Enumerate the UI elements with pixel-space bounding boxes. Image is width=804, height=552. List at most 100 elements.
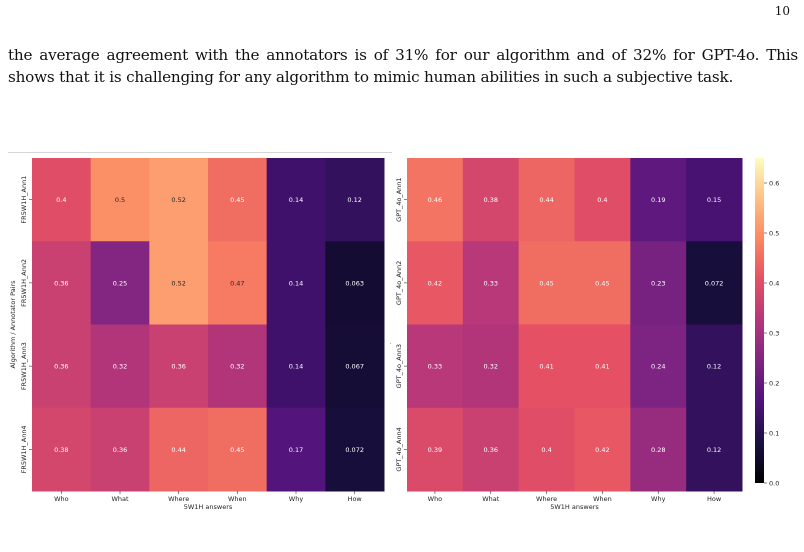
heatmap-cell (90, 407, 150, 492)
heatmap-cell (266, 407, 326, 492)
cell-value-label: 0.12 (347, 196, 361, 204)
cell-value-label: 0.44 (171, 446, 185, 454)
cell-value-label: 0.52 (171, 196, 185, 204)
heatmap-cell (90, 241, 150, 325)
colorbar (755, 158, 764, 483)
cell-value-label: 0.063 (345, 279, 364, 287)
heatmap-cell (686, 324, 743, 409)
heatmap-cell (686, 241, 743, 325)
heatmap-cell (90, 158, 150, 242)
cell-value-label: 0.12 (707, 363, 721, 371)
cell-value-label: 0.12 (707, 446, 721, 454)
heatmap-cell (32, 324, 92, 409)
heatmap-cell (149, 241, 209, 325)
colorbar-tick-label: 0.0 (769, 479, 779, 487)
heatmap-cell (518, 407, 575, 492)
heatmap-cell (574, 407, 631, 492)
heatmap-cell (630, 324, 687, 409)
x-tick-label: Where (536, 495, 557, 503)
heatmap-cell (325, 407, 385, 492)
cell-value-label: 0.45 (539, 279, 553, 287)
y-tick-label: GPT_4o_Ann2 (395, 261, 403, 305)
heatmap-cell (208, 324, 268, 409)
heatmap-cell (574, 324, 631, 409)
cell-value-label: 0.19 (651, 196, 665, 204)
cell-value-label: 0.14 (289, 279, 303, 287)
body-paragraph: the average agreement with the annotator… (8, 46, 798, 86)
heatmap-cell (325, 241, 385, 325)
cell-value-label: 0.36 (54, 363, 68, 371)
colorbar-tick-label: 0.5 (769, 229, 779, 237)
cell-value-label: 0.15 (707, 196, 721, 204)
colorbar-tick-label: 0.6 (769, 179, 779, 187)
page-number: 10 (774, 4, 790, 18)
colorbar-tick-label: 0.3 (769, 329, 779, 337)
x-tick-label: How (348, 495, 363, 503)
cell-value-label: 0.47 (230, 279, 244, 287)
heatmap-right: 0.46 0.38 0.44 0.4 0.19 0.15 0.42 0.33 0.45 0.45 0… (390, 158, 779, 511)
y-tick-label: FR5W1H_Ann1 (20, 176, 28, 224)
cell-value-label: 0.14 (289, 196, 303, 204)
cell-value-label: 0.36 (113, 446, 127, 454)
cell-value-label: 0.17 (289, 446, 303, 454)
y-tick-label: GPT_4o_Ann3 (395, 344, 403, 388)
y-tick-label: GPT_4o_Ann4 (395, 427, 403, 471)
heatmap-cell (407, 324, 464, 409)
y-tick-label: FR5W1H_Ann3 (20, 342, 28, 390)
cell-value-label: 0.33 (428, 363, 442, 371)
cell-value-label: 0.14 (289, 363, 303, 371)
x-tick-label: When (228, 495, 247, 503)
cell-value-label: 0.38 (54, 446, 68, 454)
cell-value-label: 0.36 (54, 279, 68, 287)
cell-value-label: 0.36 (484, 446, 498, 454)
x-tick-label: How (707, 495, 722, 503)
heatmap-cell (149, 324, 209, 409)
cell-value-label: 0.24 (651, 363, 665, 371)
cell-value-label: 0.42 (428, 279, 442, 287)
cell-value-label: 0.42 (595, 446, 609, 454)
heatmap-cell (574, 158, 631, 242)
cell-value-label: 0.23 (651, 279, 665, 287)
heatmap-cell (266, 324, 326, 409)
cell-value-label: 0.45 (230, 446, 244, 454)
x-tick-label: Where (168, 495, 189, 503)
heatmap-cell (518, 241, 575, 325)
heatmap-cell (208, 158, 268, 242)
cell-value-label: 0.4 (56, 196, 66, 204)
cell-value-label: 0.5 (115, 196, 125, 204)
cell-value-label: 0.39 (428, 446, 442, 454)
x-tick-label: Why (289, 495, 304, 503)
heatmap-cell (462, 158, 520, 242)
cell-value-label: 0.072 (705, 279, 724, 287)
heatmap-cell (325, 324, 385, 409)
x-tick-label: Who (428, 495, 443, 503)
heatmap-cell (407, 407, 464, 492)
heatmap-cell (32, 241, 92, 325)
y-tick-label: FR5W1H_Ann2 (20, 259, 28, 307)
figure-top-rule (8, 152, 392, 153)
x-tick-label: When (593, 495, 612, 503)
heatmap-cell (325, 158, 385, 242)
cell-value-label: 0.28 (651, 446, 665, 454)
x-tick-label: Who (54, 495, 69, 503)
cell-value-label: 0.36 (171, 363, 185, 371)
cell-value-label: 0.45 (230, 196, 244, 204)
heatmap-cell (630, 241, 687, 325)
heatmap-cell (149, 158, 209, 242)
heatmap-cell (90, 324, 150, 409)
colorbar-tick-label: 0.4 (769, 279, 779, 287)
heatmap-cell (266, 158, 326, 242)
cell-value-label: 0.38 (484, 196, 498, 204)
y-axis-label: GPT/Annotator Pairs (390, 291, 392, 357)
cell-value-label: 0.45 (595, 279, 609, 287)
heatmap-cell (266, 241, 326, 325)
cell-value-label: 0.41 (539, 363, 553, 371)
heatmap-cell (462, 241, 520, 325)
cell-value-label: 0.25 (113, 279, 127, 287)
heatmap-cell (574, 241, 631, 325)
y-tick-label: GPT_4o_Ann1 (395, 177, 403, 221)
cell-value-label: 0.44 (539, 196, 553, 204)
heatmap-left: 0.4 0.5 0.52 0.45 0.14 0.12 0.36 0.25 0.52 0.47 0.… (9, 158, 385, 511)
cell-value-label: 0.33 (484, 279, 498, 287)
heatmap-cell (407, 158, 464, 242)
